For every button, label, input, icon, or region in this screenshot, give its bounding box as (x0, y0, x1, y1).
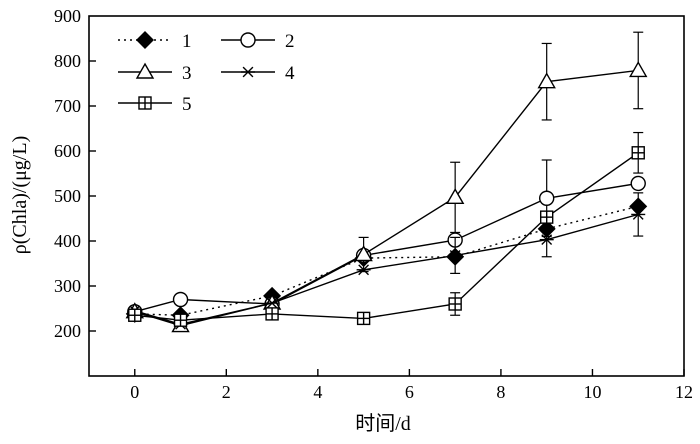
y-tick-label-2: 400 (54, 231, 81, 251)
legend: 1 2 3 4 5 (118, 31, 295, 115)
legend-label-4: 4 (285, 63, 295, 84)
series-4-point-4 (448, 250, 463, 261)
series-5-line (134, 152, 639, 321)
y-tick-label-0: 200 (54, 321, 81, 341)
series-3 (125, 31, 648, 333)
legend-marker-3 (135, 62, 155, 79)
legend-label-5: 5 (182, 94, 192, 115)
y-axis-label: ρ(Chla)/(μg/L) (9, 136, 31, 254)
legend-marker-4 (241, 66, 255, 78)
series-2-point-1 (172, 291, 189, 308)
series-5-point-4 (448, 297, 462, 311)
x-tick-label-6: 12 (675, 382, 693, 402)
y-tick-label-4: 600 (54, 141, 81, 161)
series-4-point-2 (265, 297, 280, 309)
series-4-point-6 (631, 209, 646, 220)
series-3-point-5 (537, 72, 556, 89)
series-1-line (134, 205, 639, 316)
y-tick-label-5: 700 (54, 96, 81, 116)
x-tick-label-1: 2 (222, 382, 231, 402)
series-4 (127, 192, 646, 330)
legend-label-3: 3 (182, 63, 192, 84)
y-tick-label-1: 300 (54, 276, 81, 296)
series-5-point-2 (265, 307, 279, 321)
series-2-line (134, 182, 639, 313)
series-5-point-3 (356, 311, 371, 326)
x-tick-label-2: 4 (313, 382, 322, 402)
x-tick-label-4: 8 (496, 382, 505, 402)
series-3-line (134, 69, 639, 327)
series-2 (127, 159, 646, 320)
series-4-line (134, 213, 639, 325)
legend-marker-2 (240, 32, 256, 48)
legend-item-5: 5 (118, 94, 192, 115)
legend-item-2: 2 (221, 31, 295, 52)
series-4-point-5 (539, 234, 554, 246)
series-5-point-0 (128, 308, 142, 322)
series-5-point-6 (631, 146, 645, 160)
series-layer (125, 31, 648, 333)
series-2-point-6 (630, 175, 646, 192)
legend-label-2: 2 (285, 31, 295, 52)
legend-label-1: 1 (182, 31, 192, 52)
series-5 (128, 131, 645, 327)
legend-item-4: 4 (221, 63, 295, 84)
series-3-point-3 (354, 245, 373, 262)
series-2-point-5 (538, 190, 555, 206)
series-1 (125, 197, 648, 325)
series-4-point-3 (356, 264, 371, 276)
y-tick-label-7: 900 (54, 6, 81, 26)
series-3-point-4 (445, 187, 465, 205)
x-axis-label: 时间/d (355, 412, 411, 435)
series-5-point-5 (539, 210, 554, 224)
legend-marker-5 (138, 96, 152, 110)
y-tick-label-6: 800 (54, 51, 81, 71)
series-5-point-1 (173, 313, 188, 327)
series-3-point-6 (629, 61, 648, 78)
legend-marker-1 (136, 31, 154, 49)
legend-item-3: 3 (118, 62, 192, 84)
x-tick-label-3: 6 (405, 382, 414, 402)
x-tick-label-0: 0 (130, 382, 139, 402)
x-tick-label-5: 10 (583, 382, 601, 402)
legend-item-1: 1 (118, 31, 192, 52)
y-tick-label-3: 500 (54, 186, 81, 206)
